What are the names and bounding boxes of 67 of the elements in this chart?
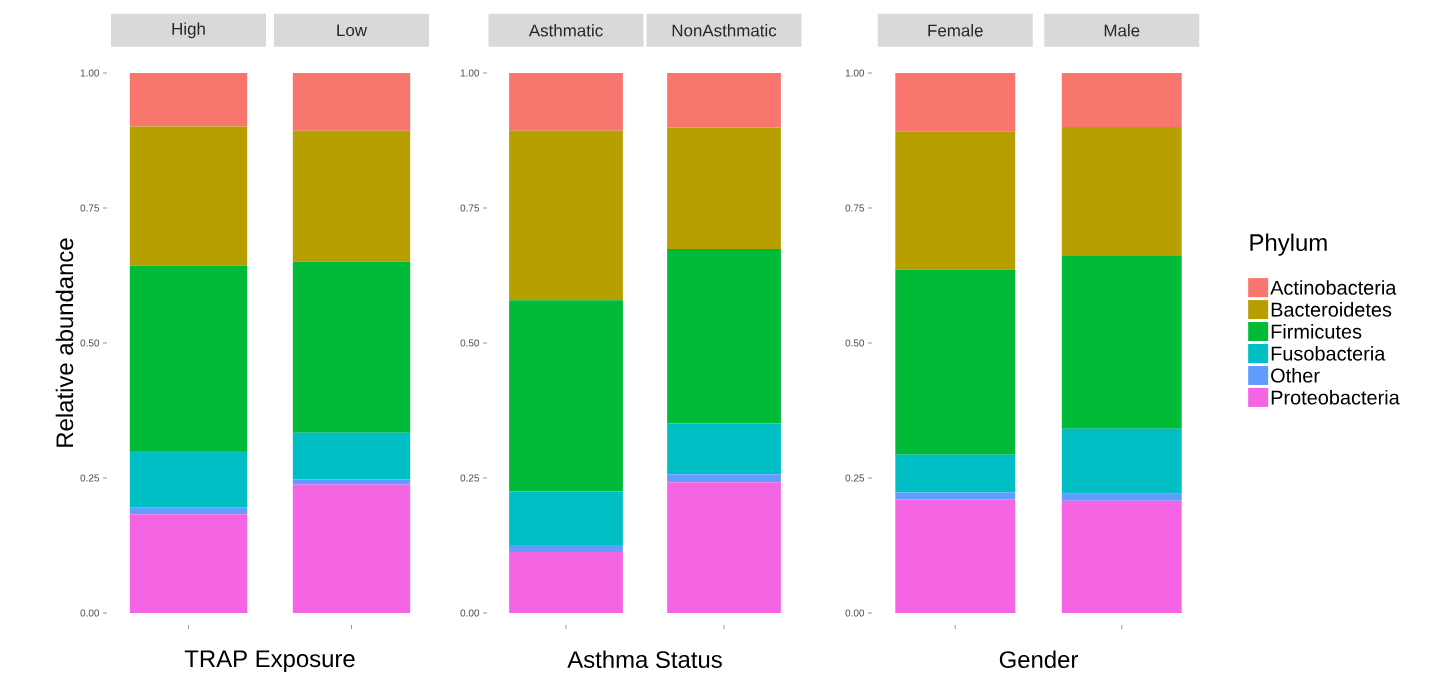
x-tick-label: Male	[1104, 24, 1140, 37]
bar	[895, 492, 1016, 500]
x-tick-label: High	[172, 22, 205, 39]
legend-label: Other	[1271, 367, 1320, 383]
bar	[895, 269, 1016, 455]
bar	[895, 131, 1016, 270]
bar	[129, 507, 248, 515]
bar	[667, 423, 781, 475]
x-axis-title: Asthma Status	[567, 650, 722, 669]
legend-label: Bacteroidetes	[1271, 302, 1392, 317]
y-tick-label: 0.25	[845, 474, 865, 482]
bar	[895, 72, 1016, 132]
x-tick-label: NonAsthmatic	[672, 24, 777, 37]
bar	[509, 300, 623, 492]
bar	[895, 454, 1016, 493]
bar	[667, 474, 781, 483]
y-tick-label: 0.50	[460, 339, 480, 347]
bar	[667, 127, 781, 250]
bar	[129, 451, 248, 508]
y-tick-label: 0.25	[460, 474, 480, 482]
bar	[129, 514, 248, 613]
bar	[509, 551, 623, 613]
bar	[509, 544, 623, 552]
bar	[1061, 500, 1182, 613]
x-tick-label: Female	[928, 24, 983, 37]
bar	[1061, 72, 1182, 127]
bar	[292, 130, 411, 262]
bar	[895, 499, 1016, 613]
legend-label: Fusobacteria	[1271, 346, 1386, 361]
bar	[667, 249, 781, 424]
bar	[1061, 127, 1182, 257]
legend-label: Firmicutes	[1271, 324, 1362, 339]
y-axis-title: Relative abundance	[55, 238, 74, 447]
x-tick-label: Low	[337, 24, 368, 37]
bar	[129, 265, 248, 451]
y-tick-label: 1.00	[460, 69, 480, 77]
bar	[667, 72, 781, 128]
bar	[509, 130, 623, 301]
x-axis-title: TRAP Exposure	[184, 650, 355, 672]
bar	[292, 72, 411, 131]
bar	[1061, 428, 1182, 494]
bar	[667, 482, 781, 613]
y-tick-label: 0.25	[80, 474, 100, 482]
y-tick-label: 0.00	[845, 609, 865, 617]
y-tick-label: 0.50	[80, 339, 100, 347]
y-tick-label: 0.75	[80, 204, 100, 212]
bar	[292, 432, 411, 480]
legend-label: Proteobacteria	[1271, 389, 1400, 405]
bar	[129, 126, 248, 266]
x-tick-label: Asthmatic	[528, 24, 603, 37]
bar	[292, 261, 411, 433]
legend-label: Actinobacteria	[1270, 280, 1397, 295]
bar	[1061, 256, 1182, 429]
bar	[129, 72, 248, 127]
y-tick-label: 1.00	[845, 69, 865, 77]
y-tick-label: 0.00	[460, 609, 480, 617]
y-tick-label: 0.75	[845, 204, 865, 212]
y-tick-label: 0.75	[460, 204, 480, 212]
bar	[509, 491, 623, 545]
y-tick-label: 0.50	[845, 339, 865, 347]
y-tick-label: 1.00	[80, 69, 100, 77]
y-tick-label: 0.00	[80, 609, 100, 617]
bar	[509, 72, 623, 131]
x-axis-title: Gender	[999, 650, 1078, 669]
legend-title: Phylum	[1250, 233, 1327, 256]
bar	[1061, 493, 1182, 501]
bar	[292, 484, 411, 613]
